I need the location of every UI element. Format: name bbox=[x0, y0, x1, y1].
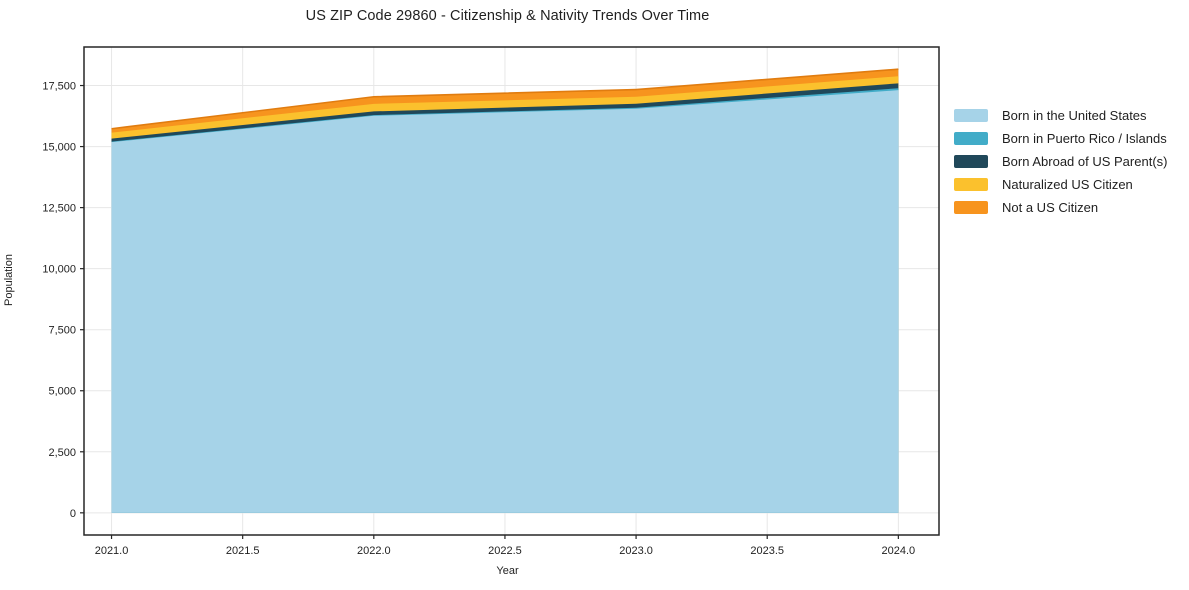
y-tick-label: 7,500 bbox=[48, 325, 76, 337]
y-axis-label: Population bbox=[3, 254, 15, 306]
x-tick-label: 2021.5 bbox=[226, 545, 260, 557]
x-tick-label: 2021.0 bbox=[95, 545, 129, 557]
y-tick-label: 2,500 bbox=[48, 447, 76, 459]
y-tick-label: 0 bbox=[70, 508, 76, 520]
x-tick-label: 2023.5 bbox=[750, 545, 784, 557]
legend-swatch-icon bbox=[954, 109, 988, 122]
legend-swatch-icon bbox=[954, 155, 988, 168]
x-tick-label: 2022.0 bbox=[357, 545, 391, 557]
legend-swatch-icon bbox=[954, 178, 988, 191]
y-tick-label: 17,500 bbox=[42, 81, 76, 93]
y-tick-label: 5,000 bbox=[48, 386, 76, 398]
y-tick-label: 12,500 bbox=[42, 203, 76, 215]
legend: Born in the United States Born in Puerto … bbox=[950, 102, 1172, 221]
legend-item: Born in the United States bbox=[954, 104, 1167, 127]
x-tick-label: 2022.5 bbox=[488, 545, 522, 557]
area-series-1 bbox=[111, 90, 899, 513]
x-tick-label: 2023.0 bbox=[619, 545, 653, 557]
legend-item: Born in Puerto Rico / Islands bbox=[954, 127, 1167, 150]
legend-label: Born in Puerto Rico / Islands bbox=[1002, 131, 1167, 146]
legend-label: Not a US Citizen bbox=[1002, 200, 1099, 215]
plot-border bbox=[83, 46, 940, 536]
legend-swatch-icon bbox=[954, 132, 988, 145]
stack-top-edge bbox=[111, 68, 899, 130]
legend-item: Not a US Citizen bbox=[954, 196, 1167, 219]
y-tick-label: 10,000 bbox=[42, 264, 76, 276]
legend-label: Born Abroad of US Parent(s) bbox=[1002, 154, 1168, 169]
x-tick-label: 2024.0 bbox=[882, 545, 916, 557]
legend-label: Naturalized US Citizen bbox=[1002, 177, 1133, 192]
legend-item: Naturalized US Citizen bbox=[954, 173, 1167, 196]
chart-title: US ZIP Code 29860 - Citizenship & Nativi… bbox=[305, 8, 710, 24]
legend-swatch-icon bbox=[954, 201, 988, 214]
legend-label: Born in the United States bbox=[1002, 108, 1147, 123]
x-axis-label: Year bbox=[496, 565, 519, 577]
legend-item: Born Abroad of US Parent(s) bbox=[954, 150, 1167, 173]
y-tick-label: 15,000 bbox=[42, 142, 76, 154]
